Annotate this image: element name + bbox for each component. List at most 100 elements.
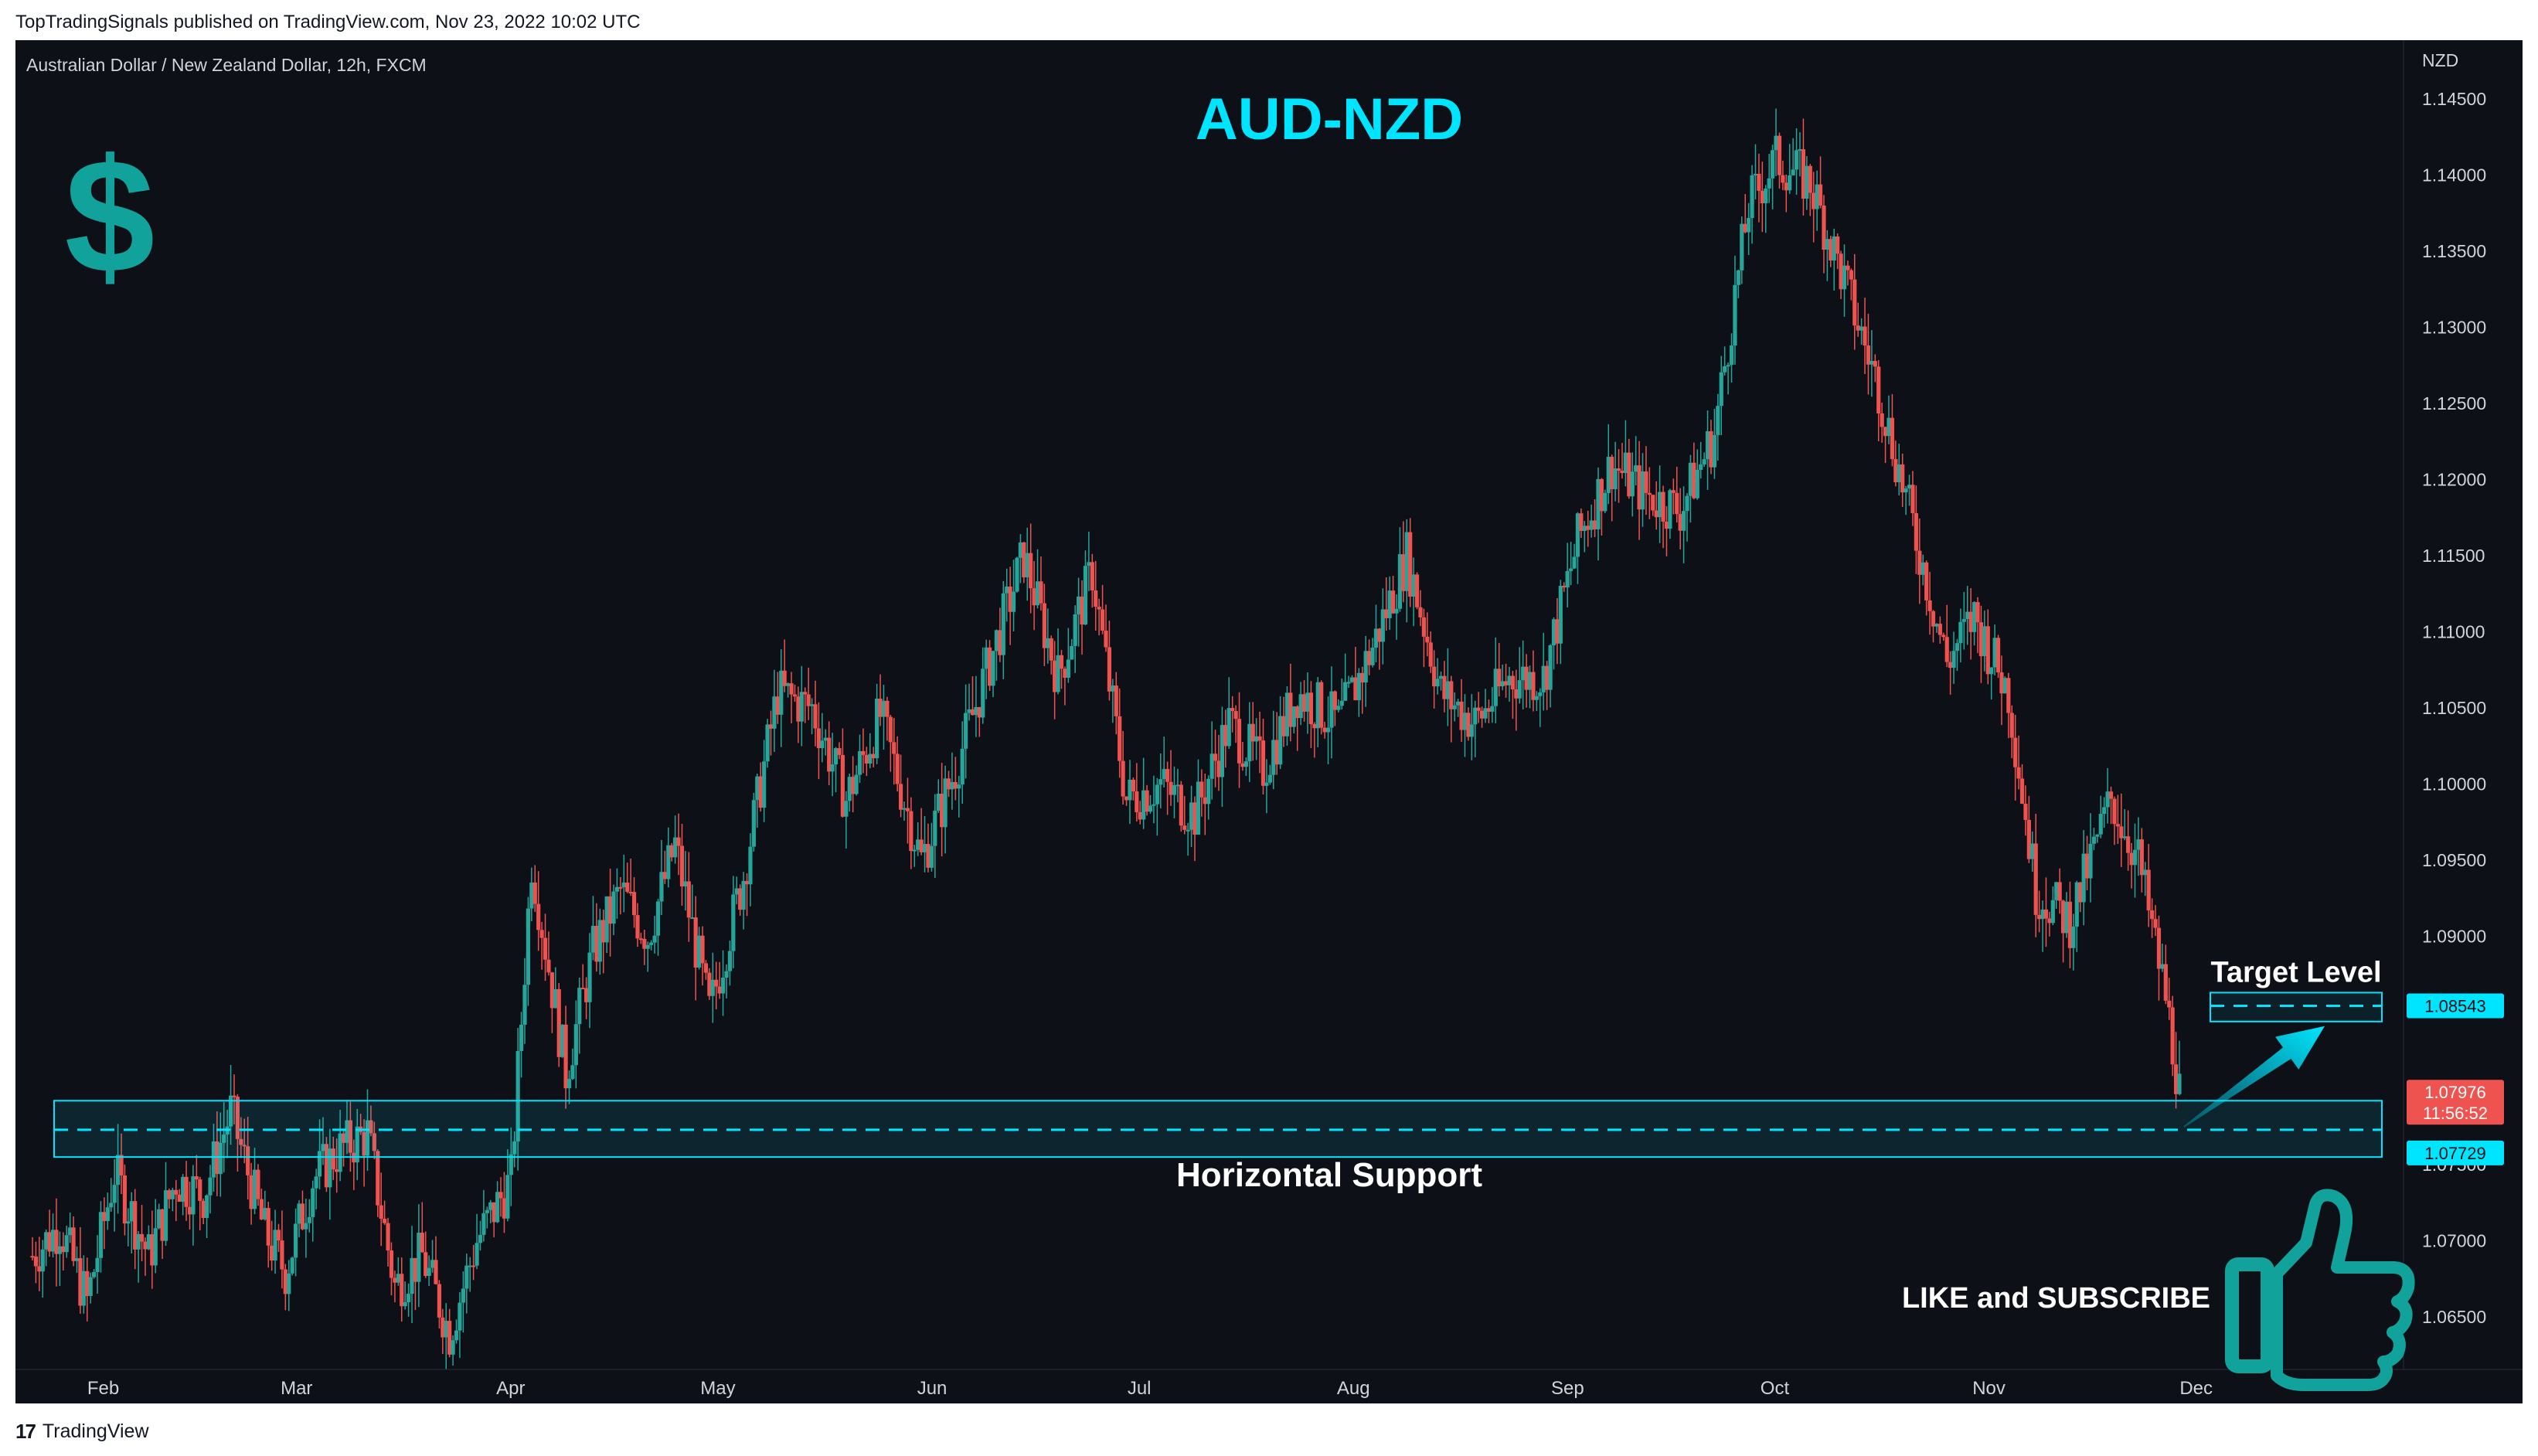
candle-body (662, 872, 667, 879)
candle-body (2177, 1073, 2182, 1094)
candle-body (1284, 692, 1290, 737)
candle-body (1712, 434, 1716, 468)
candle-body (1022, 542, 1026, 578)
candle-body (1360, 672, 1365, 683)
candle-body (772, 696, 777, 729)
candle-body (1938, 624, 1942, 635)
candle-body (1288, 692, 1293, 727)
candle-body (1777, 135, 1782, 175)
candle-body (2074, 882, 2079, 927)
candle-body (198, 1179, 202, 1201)
candle-body (509, 1154, 513, 1175)
target-label: Target Level (2210, 956, 2381, 988)
candle-body (400, 1274, 404, 1307)
candle-body (566, 1079, 572, 1089)
price-tick-label: 1.12000 (2422, 470, 2486, 490)
candle-body (444, 1321, 448, 1338)
chart-title: AUD-NZD (1196, 87, 1463, 152)
candle-body (1572, 556, 1577, 569)
candle-body (427, 1267, 431, 1277)
candle-body (1948, 662, 1953, 668)
candle-body (458, 1302, 462, 1331)
candle-body (1141, 790, 1146, 820)
candle-body (2129, 852, 2134, 866)
chart-panel[interactable]: Australian Dollar / New Zealand Dollar, … (15, 40, 2523, 1403)
candle-body (1910, 485, 1915, 513)
candle-body (1941, 634, 1946, 638)
candle-body (950, 781, 954, 790)
candle-body (78, 1258, 83, 1306)
candle-body (2013, 737, 2018, 767)
candle-body (1880, 413, 1884, 427)
candle-body (1668, 490, 1672, 529)
candle-body (1179, 784, 1183, 826)
candlestick-chart[interactable]: Australian Dollar / New Zealand Dollar, … (15, 40, 2523, 1403)
candle-body (242, 1145, 247, 1147)
candle-body (1781, 175, 1785, 183)
candle-body (1613, 468, 1618, 490)
candle-body (1740, 223, 1744, 270)
candle-body (584, 988, 589, 1002)
candle-body (1077, 596, 1081, 614)
candle-body (1760, 190, 1764, 204)
candle-body (786, 683, 791, 686)
footer: 17 TradingView (15, 1417, 149, 1445)
candle-body (451, 1340, 455, 1355)
candle-body (625, 883, 630, 892)
candle-body (1230, 708, 1235, 712)
candle-body (532, 882, 537, 904)
candle-body (1066, 659, 1070, 678)
candle-body (1541, 665, 1546, 692)
candle-body (1240, 763, 1245, 767)
candle-body (878, 699, 883, 717)
candle-body (304, 1223, 308, 1230)
candle-body (1343, 682, 1348, 701)
target-zone[interactable] (2210, 992, 2383, 1022)
candle-body (2078, 882, 2083, 903)
candle-body (174, 1189, 179, 1195)
candle-body (1616, 468, 1621, 471)
support-zone[interactable] (53, 1100, 2383, 1158)
candle-body (631, 892, 637, 916)
candle-body (977, 706, 982, 718)
candle-body (895, 754, 900, 784)
candle-body (1623, 452, 1628, 474)
candle-body (2054, 882, 2059, 900)
candle-body (536, 903, 541, 930)
candle-body (1301, 694, 1307, 712)
candle-body (481, 1213, 486, 1235)
candle-body (64, 1235, 69, 1253)
candle-body (1046, 638, 1050, 648)
candle-body (1404, 532, 1409, 591)
candle-body (994, 630, 999, 651)
candle-body (1500, 681, 1505, 687)
candle-body (1944, 637, 1949, 662)
candle-body (167, 1190, 172, 1199)
candle-body (1155, 784, 1159, 805)
candle-body (1736, 270, 1740, 285)
candle-body (222, 1135, 226, 1143)
candle-body (33, 1256, 39, 1267)
candle-body (314, 1176, 318, 1189)
candle-body (1049, 638, 1053, 661)
candle-body (468, 1265, 472, 1267)
candle-body (328, 1148, 332, 1188)
candle-body (2167, 1000, 2172, 1008)
candle-body (1243, 761, 1248, 767)
candle-body (1726, 365, 1730, 367)
candle-body (1118, 716, 1122, 761)
candle-body (1100, 609, 1105, 631)
candle-body (1107, 647, 1112, 692)
candle-body (1384, 609, 1389, 618)
candle-body (335, 1169, 339, 1172)
candle-body (827, 737, 832, 772)
candle-body (823, 737, 828, 741)
candle-body (1968, 611, 1973, 632)
candle-body (645, 944, 650, 949)
candle-body (1138, 811, 1142, 820)
thumbs-up-icon[interactable] (2225, 1189, 2415, 1391)
candle-body (1842, 265, 1847, 290)
candle-body (1182, 825, 1187, 830)
candle-body (1145, 790, 1149, 812)
candle-body (1486, 708, 1492, 712)
